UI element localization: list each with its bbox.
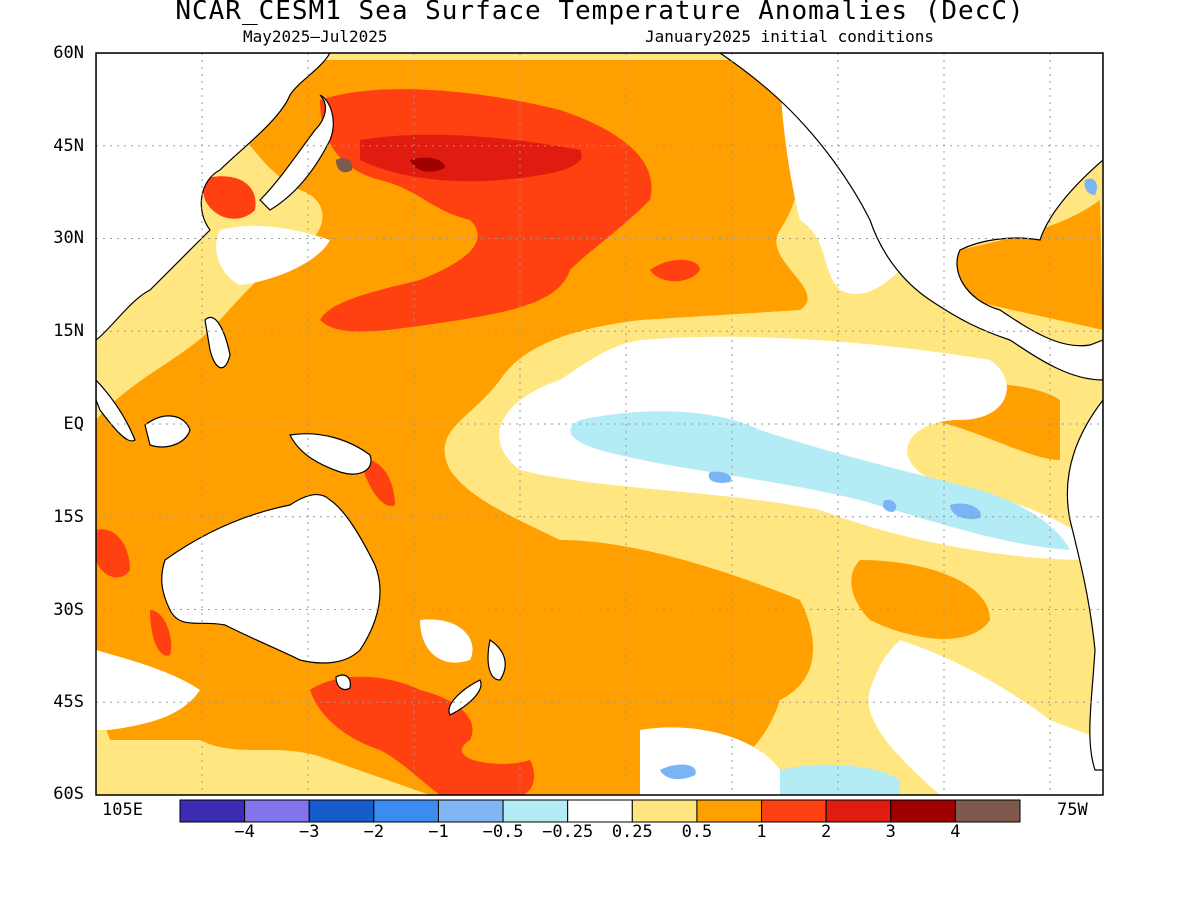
- lat-label-30s: 30S: [53, 600, 84, 620]
- colorbar-tick-label: −2: [363, 822, 385, 842]
- new-guinea: [289, 433, 372, 475]
- lat-label-15n: 15N: [53, 321, 84, 341]
- lon-label-left: 105E: [102, 800, 143, 820]
- map-title: NCAR_CESM1 Sea Surface Temperature Anoma…: [175, 0, 1025, 26]
- colorbar-swatch: [631, 799, 698, 823]
- lat-label-30n: 30N: [53, 228, 84, 248]
- colorbar-tick-label: 1: [756, 822, 767, 842]
- lat-label-eq: EQ: [63, 414, 84, 434]
- south-america: [1066, 399, 1103, 771]
- colorbar-swatch: [954, 799, 1021, 823]
- colorbar-swatch: [696, 799, 763, 823]
- colorbar-tick-label: 0.25: [611, 822, 653, 842]
- colorbar-tick-label: −0.25: [542, 822, 594, 842]
- cool-anomaly-05: [660, 764, 696, 780]
- australia: [161, 493, 381, 664]
- gridlines: [96, 53, 1103, 795]
- anomaly-band-05: [953, 200, 1103, 330]
- lon-label-right: 75W: [1057, 800, 1088, 820]
- colorbar-tick-label: 0.5: [681, 822, 713, 842]
- warm-anomaly-1: [96, 529, 130, 578]
- colorbar-swatch: [437, 799, 504, 823]
- warm-anomaly-1: [310, 676, 535, 795]
- cool-anomaly-025: [780, 764, 900, 795]
- colorbar-tick-label: 2: [821, 822, 832, 842]
- warm-anomaly-3: [410, 157, 445, 172]
- warm-anomaly-1: [150, 610, 172, 656]
- colorbar-swatch: [890, 799, 956, 823]
- sumatra: [96, 379, 136, 442]
- map-frame: [95, 52, 1104, 796]
- anomaly-field: [96, 53, 1103, 795]
- colorbar-tick-label: −1: [428, 822, 449, 842]
- warm-anomaly-1: [650, 259, 700, 282]
- colorbar-swatch: [244, 799, 310, 823]
- warm-anomaly-1: [360, 459, 395, 506]
- warm-anomaly-4: [336, 158, 353, 173]
- cool-anomaly-05: [882, 499, 897, 512]
- anomaly-band-05: [851, 560, 990, 639]
- tasmania: [335, 674, 351, 691]
- colorbar-swatch: [373, 799, 439, 823]
- land-masses: [96, 53, 1103, 771]
- philippines: [204, 317, 231, 369]
- colorbar-tick-label: −3: [298, 822, 320, 842]
- japan: [259, 94, 334, 211]
- lat-label-60s: 60S: [53, 784, 84, 804]
- neutral-region: [868, 640, 1103, 795]
- lat-label-60n: 60N: [53, 43, 84, 63]
- lat-label-15s: 15S: [53, 507, 84, 527]
- asia-mainland: [96, 53, 331, 341]
- cool-anomaly-025: [570, 411, 1070, 550]
- warm-anomaly-1: [200, 176, 256, 219]
- colorbar: [179, 799, 1021, 823]
- cool-anomaly-05: [1084, 178, 1097, 195]
- colorbar-tick-label: −0.5: [482, 822, 524, 842]
- colorbar-tick-label: 4: [950, 822, 961, 842]
- colorbar-swatch: [825, 799, 892, 823]
- lat-label-45s: 45S: [53, 692, 84, 712]
- cool-anomaly-05: [950, 503, 981, 520]
- anomaly-band-05: [96, 440, 200, 640]
- new-zealand-south: [448, 679, 482, 716]
- neutral-region: [420, 619, 473, 663]
- forecast-period: May2025–Jul2025: [243, 27, 388, 46]
- neutral-region: [216, 225, 330, 285]
- initial-conditions: January2025 initial conditions: [645, 27, 934, 46]
- borneo: [144, 415, 191, 448]
- neutral-region: [96, 650, 200, 730]
- new-zealand-north: [487, 639, 506, 681]
- colorbar-swatch: [179, 799, 246, 823]
- cool-anomaly-05: [708, 471, 732, 483]
- colorbar-tick-label: 3: [885, 822, 896, 842]
- lat-label-45n: 45N: [53, 136, 84, 156]
- colorbar-swatch: [308, 799, 375, 823]
- warm-anomaly-2: [360, 134, 582, 182]
- colorbar-tick-label: −4: [234, 822, 255, 842]
- colorbar-swatch: [567, 799, 633, 823]
- colorbar-swatch: [502, 799, 569, 823]
- colorbar-swatch: [761, 799, 827, 823]
